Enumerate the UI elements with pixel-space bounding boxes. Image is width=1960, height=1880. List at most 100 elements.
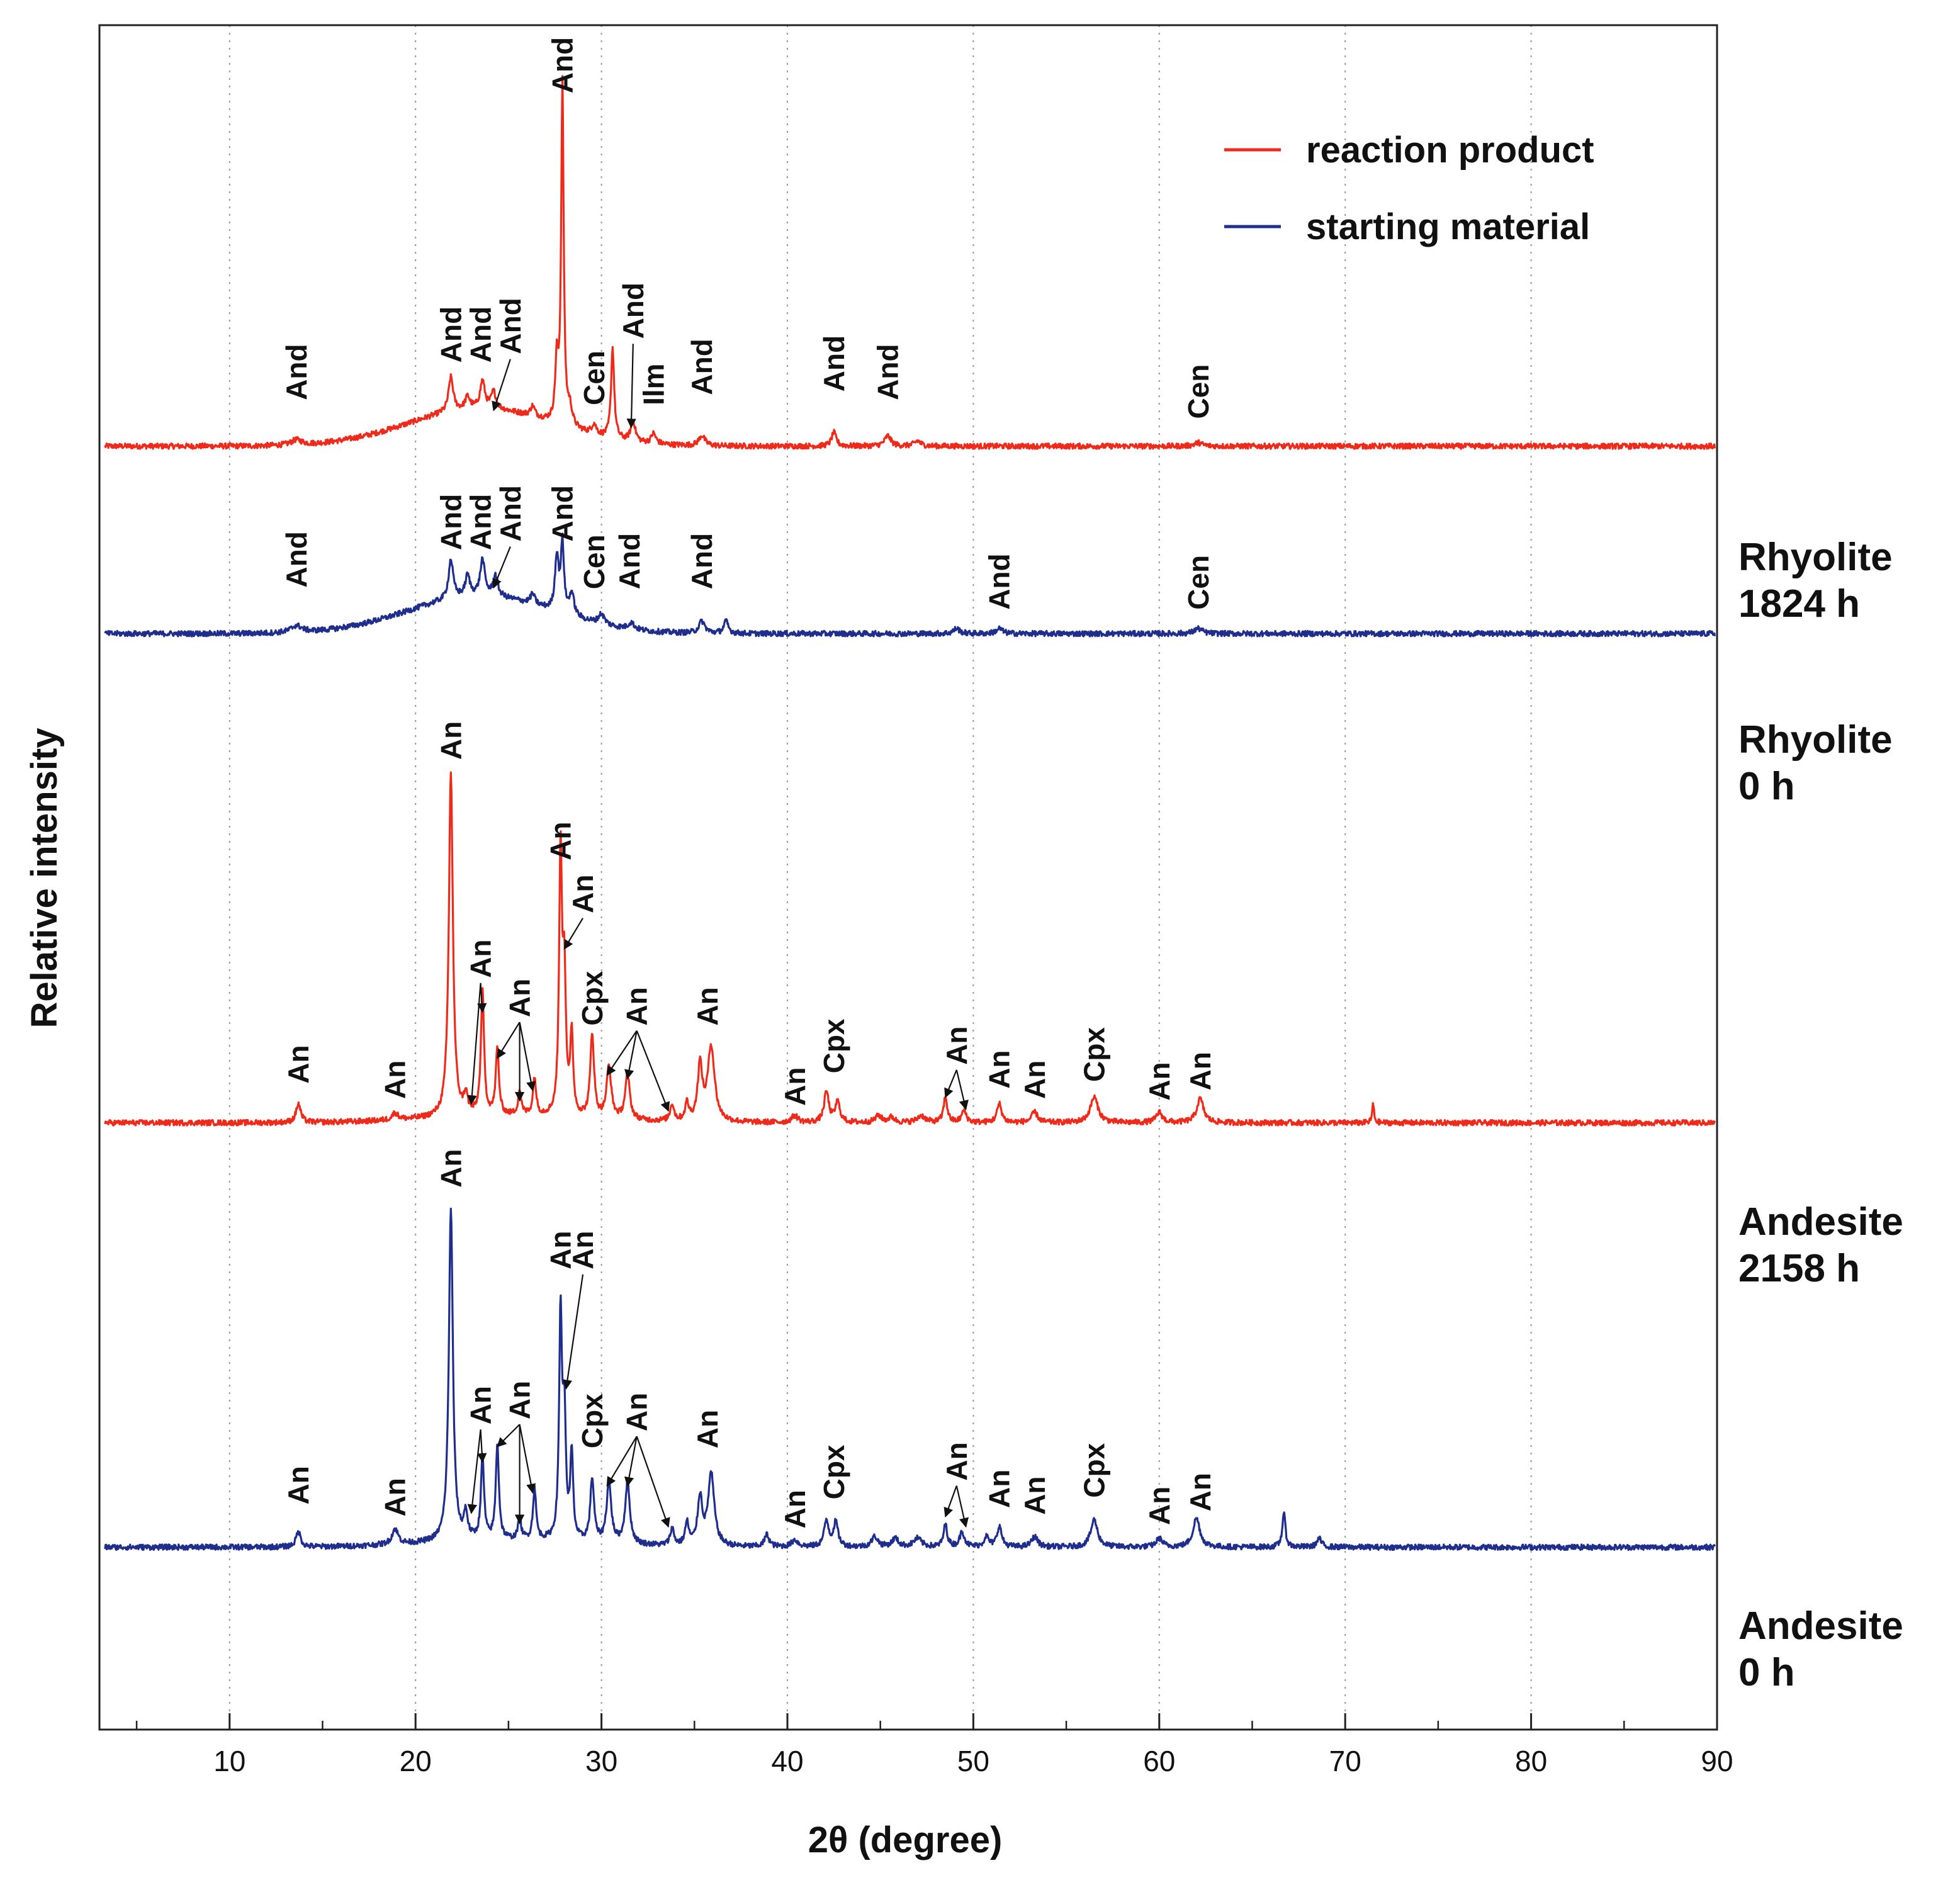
peak-label-andesite-0-h-7: Cpx [576,1393,609,1448]
peak-label-andesite-0-h-0: An [282,1466,315,1504]
peak-label-andesite-0-h-9: An [691,1410,724,1448]
peak-label-andesite-2158-h-17: An [1184,1052,1217,1090]
x-tick-label-60: 60 [1143,1745,1175,1777]
legend-label-reaction-product: reaction product [1306,130,1594,171]
peak-label-rhyolite-1824-h-5: Cen [578,351,611,405]
peak-arrow-andesite-2158-h-4-2 [519,1022,536,1092]
x-axis: 10 20 30 40 50 60 70 80 90 [135,1713,1733,1777]
peak-label-rhyolite-0-h-6: And [613,533,646,589]
x-tick-label-90: 90 [1701,1745,1733,1777]
peak-label-andesite-2158-h-10: An [779,1067,811,1106]
peak-label-andesite-2158-h-9: An [691,987,724,1025]
peak-label-rhyolite-1824-h-10: And [872,344,904,400]
peak-label-rhyolite-0-h-5: Cen [578,534,611,589]
peak-label-andesite-0-h-11: Cpx [818,1444,850,1499]
legend: reaction product starting material [1224,130,1594,247]
series-line-rhyolite-0-h [104,532,1716,638]
peak-arrow-andesite-2158-h-6-0 [563,918,583,950]
x-tick-label-50: 50 [957,1745,989,1777]
peak-arrow-andesite-0-h-3-0 [467,1429,482,1514]
peak-arrow-andesite-0-h-6-0 [562,1274,584,1390]
peak-label-andesite-2158-h-15: Cpx [1078,1027,1110,1082]
peak-arrow-andesite-0-h-3-1 [477,1429,487,1463]
peak-label-rhyolite-0-h-8: And [983,553,1016,609]
peak-label-andesite-0-h-2: An [434,1149,467,1188]
peak-label-andesite-2158-h-7: Cpx [576,971,609,1025]
peak-label-andesite-2158-h-13: An [983,1050,1016,1088]
peak-label-andesite-2158-h-12: An [940,1027,973,1065]
x-tick-label-80: 80 [1515,1745,1547,1777]
x-tick-label-10: 10 [213,1745,245,1777]
sample-label-andesite-2158-line2: 2158 h [1738,1247,1860,1290]
peak-arrow-rhyolite-0-h-3-0 [492,546,511,589]
peak-label-rhyolite-0-h-7: And [685,533,718,589]
peak-label-andesite-2158-h-1: An [379,1061,412,1099]
peak-arrow-andesite-0-h-12-1 [955,1485,969,1528]
sample-label-rhyolite-0-line2: 0 h [1738,765,1795,808]
peak-label-rhyolite-1824-h-1: And [434,307,467,363]
peak-label-rhyolite-1824-h-6: And [617,283,650,339]
peak-label-andesite-0-h-5: An [544,1230,577,1269]
series-line-andesite-2158-h [104,771,1716,1127]
peak-label-andesite-0-h-3: An [465,1386,497,1424]
peak-label-andesite-2158-h-8: An [621,987,653,1025]
series-layer [104,75,1716,1551]
peak-label-rhyolite-0-h-2: And [465,494,497,550]
peak-label-andesite-2158-h-4: An [504,979,536,1017]
peak-label-andesite-0-h-17: An [1184,1473,1217,1511]
peak-label-andesite-0-h-15: Cpx [1078,1443,1110,1497]
peak-label-rhyolite-1824-h-8: And [685,339,718,395]
peak-label-rhyolite-0-h-0: And [280,531,313,587]
peak-label-andesite-2158-h-6: An [566,875,599,913]
peak-arrow-rhyolite-1824-h-3-0 [492,359,511,412]
peak-arrow-andesite-2158-h-12-1 [955,1069,969,1110]
peak-label-andesite-2158-h-3: An [465,939,497,977]
grid-layer [228,25,1532,1730]
peak-arrow-rhyolite-1824-h-6-0 [626,344,636,429]
sample-label-rhyolite-1824-line2: 1824 h [1738,582,1860,626]
peak-label-rhyolite-1824-h-2: And [465,307,497,363]
peak-arrow-andesite-0-h-12-0 [943,1485,957,1517]
peak-label-rhyolite-0-h-1: And [434,494,467,550]
peak-label-andesite-2158-h-0: An [282,1045,315,1083]
peak-label-andesite-2158-h-5: An [544,822,577,860]
peak-arrow-andesite-0-h-4-2 [519,1424,536,1494]
peak-arrow-andesite-2158-h-4-0 [497,1022,521,1059]
peak-arrow-andesite-0-h-4-0 [497,1424,521,1448]
peak-label-rhyolite-1824-h-4: And [546,37,579,93]
x-tick-label-40: 40 [771,1745,803,1777]
peak-label-andesite-0-h-13: An [983,1470,1016,1508]
peak-label-andesite-0-h-12: An [940,1442,973,1480]
sample-label-rhyolite-0-line1: Rhyolite [1738,718,1893,762]
legend-label-starting-material: starting material [1306,206,1590,247]
peak-label-andesite-2158-h-16: An [1143,1062,1176,1100]
sample-label-andesite-2158-line1: Andesite [1738,1200,1903,1244]
peak-arrow-andesite-0-h-8-1 [624,1436,638,1487]
peak-label-andesite-0-h-14: An [1018,1476,1051,1514]
peak-arrow-andesite-2158-h-3-1 [476,982,487,1013]
peak-arrow-andesite-2158-h-12-0 [944,1069,957,1098]
sample-label-rhyolite-1824-line1: Rhyolite [1738,536,1893,579]
peak-arrow-andesite-0-h-8-2 [636,1436,670,1528]
x-tick-label-70: 70 [1329,1745,1361,1777]
peak-label-andesite-2158-h-14: An [1018,1061,1051,1099]
x-tick-label-20: 20 [400,1745,432,1777]
x-axis-title: 2θ (degree) [808,1820,1003,1860]
peak-label-andesite-0-h-16: An [1143,1487,1176,1525]
plot-frame [98,24,1718,1731]
series-line-andesite-0-h [104,1207,1716,1551]
peak-label-rhyolite-0-h-3: And [494,485,527,541]
peak-label-rhyolite-1824-h-11: Cen [1182,364,1215,419]
sample-label-andesite-0-line1: Andesite [1738,1604,1903,1648]
peak-label-rhyolite-1824-h-9: And [818,335,850,391]
peak-label-rhyolite-1824-h-7: Ilm [637,363,670,405]
peak-label-andesite-0-h-1: An [379,1478,412,1516]
y-axis-title: Relative intensity [24,728,65,1028]
peak-label-andesite-0-h-8: An [621,1393,653,1431]
peak-label-andesite-0-h-10: An [779,1490,811,1528]
peak-label-andesite-0-h-4: An [504,1381,536,1419]
peak-label-rhyolite-0-h-4: And [546,485,579,541]
peak-label-andesite-2158-h-2: An [434,721,467,760]
